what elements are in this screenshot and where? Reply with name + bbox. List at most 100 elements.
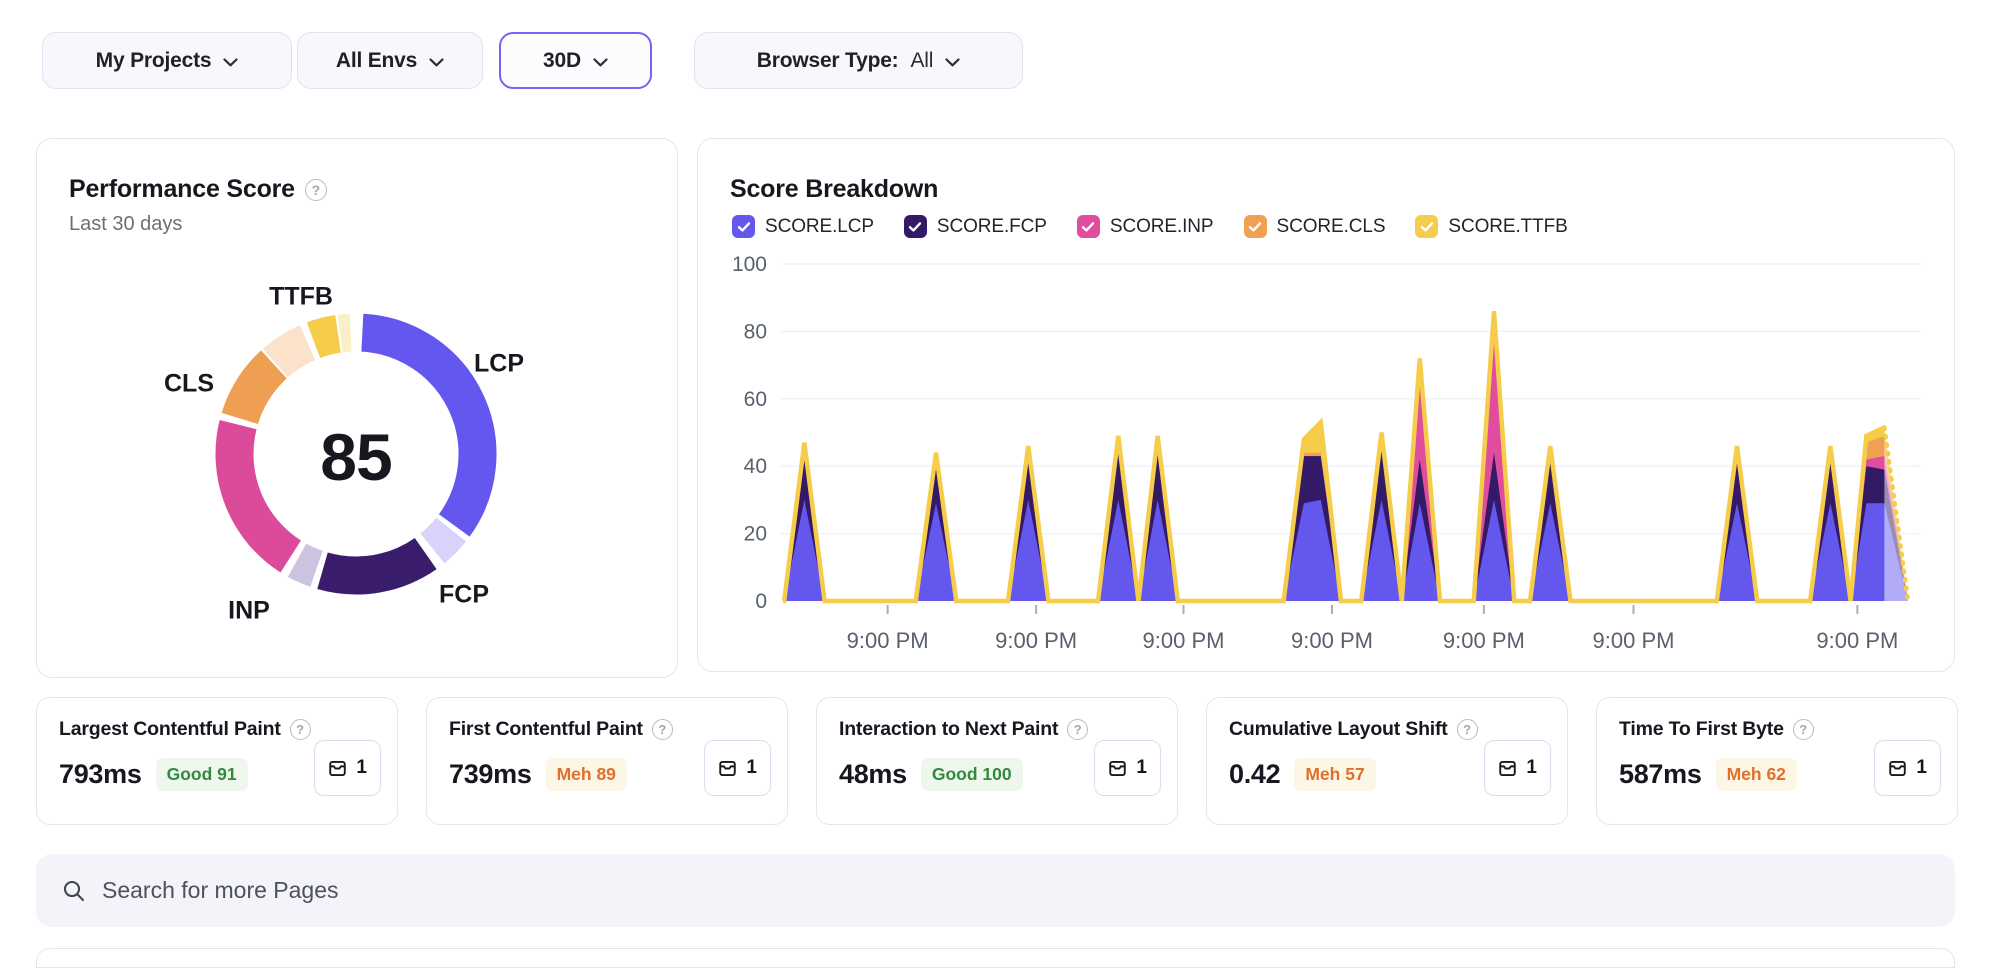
donut-segment-cls: [221, 350, 288, 425]
next-section-card-edge: [36, 948, 1955, 968]
help-icon[interactable]: ?: [304, 178, 327, 201]
search-input[interactable]: [102, 877, 1929, 904]
metric-pages-count: 1: [356, 757, 367, 778]
metric-card: Time To First Byte ? 587ms Meh 62 1: [1596, 697, 1958, 825]
metric-card: First Contentful Paint ? 739ms Meh 89 1: [426, 697, 788, 825]
metric-rating-badge: Meh 57: [1294, 758, 1376, 791]
metric-value: 48ms: [839, 759, 907, 789]
area-series-lcp: [783, 499, 1908, 601]
metric-pages-count-button[interactable]: 1: [1094, 740, 1161, 796]
pages-box-icon: [1109, 760, 1127, 776]
metric-value: 587ms: [1619, 759, 1702, 789]
total-score-line-dashed: [1882, 425, 1911, 604]
donut-segment-fcp-rest: [287, 543, 324, 587]
pages-box-icon: [1499, 760, 1517, 776]
performance-donut-chart: 85 TTFB LCP FCP INP CLS: [37, 139, 677, 677]
legend-item-fcp[interactable]: SCORE.FCP: [903, 215, 1047, 238]
performance-score-subtitle: Last 30 days: [69, 213, 183, 235]
metric-card: Largest Contentful Paint ? 793ms Good 91…: [36, 697, 398, 825]
metric-title: Interaction to Next Paint: [839, 718, 1059, 740]
browser-type-value: All: [910, 48, 934, 72]
legend-item-ttfb[interactable]: SCORE.TTFB: [1415, 215, 1568, 238]
help-icon[interactable]: ?: [1792, 719, 1814, 740]
metric-rating-badge: Meh 89: [545, 758, 627, 791]
environments-dropdown[interactable]: All Envs: [297, 32, 483, 89]
donut-segment-lcp-rest: [420, 517, 466, 564]
x-axis-tick-label: 9:00 PM: [1143, 628, 1225, 653]
metric-card: Cumulative Layout Shift ? 0.42 Meh 57 1: [1206, 697, 1568, 825]
browser-type-label: Browser Type:: [756, 48, 899, 72]
metric-pages-count: 1: [1136, 757, 1147, 778]
chevron-down-icon: [429, 57, 444, 66]
browser-type-dropdown[interactable]: Browser Type: All: [694, 32, 1023, 89]
metric-pages-count: 1: [1526, 757, 1537, 778]
legend-item-inp[interactable]: SCORE.INP: [1076, 215, 1214, 238]
score-breakdown-card: Score Breakdown SCORE.LCP SCORE.FCP SCORE.…: [697, 138, 1955, 672]
x-axis-tick-label: 9:00 PM: [1816, 628, 1898, 653]
metric-value: 739ms: [449, 759, 532, 789]
web-vitals-row: Largest Contentful Paint ? 793ms Good 91…: [36, 697, 1958, 825]
environments-dropdown-label: All Envs: [335, 48, 418, 72]
score-breakdown-chart: 0 20 40 60 80 100 9:00 PM 9:00 PM 9:00 PM 9:00 PM…: [732, 253, 1921, 653]
pages-box-icon: [329, 760, 347, 776]
x-axis-tick-label: 9:00 PM: [1593, 628, 1675, 653]
metric-title: First Contentful Paint: [449, 718, 643, 740]
projects-dropdown-label: My Projects: [95, 48, 212, 72]
donut-label-lcp: LCP: [474, 349, 524, 378]
chevron-down-icon: [223, 57, 238, 66]
performance-score-card: Performance Score ? Last 30 days 85 TTFB…: [36, 138, 678, 678]
donut-label-inp: INP: [228, 596, 270, 625]
metric-value: 793ms: [59, 759, 142, 789]
help-icon[interactable]: ?: [289, 719, 311, 740]
donut-segment-inp: [215, 420, 302, 573]
checkbox-checked-icon[interactable]: [1076, 215, 1100, 238]
performance-score-title: Performance Score: [69, 175, 295, 203]
y-axis-tick-label: 0: [755, 590, 767, 613]
y-axis-tick-label: 40: [744, 455, 767, 478]
donut-rings: [215, 313, 497, 595]
legend-label: SCORE.FCP: [936, 215, 1047, 237]
filters-toolbar: My Projects All Envs 30D Browser Type: A…: [42, 32, 1023, 89]
help-icon[interactable]: ?: [651, 719, 673, 740]
metric-rating-badge: Good 91: [155, 758, 248, 791]
chevron-down-icon: [945, 57, 960, 66]
pages-search-bar: [36, 854, 1955, 927]
y-axis-tick-label: 60: [744, 388, 767, 411]
legend-label: SCORE.LCP: [765, 215, 874, 237]
metric-title: Largest Contentful Paint: [59, 718, 281, 740]
legend-label: SCORE.CLS: [1276, 215, 1386, 237]
metric-pages-count-button[interactable]: 1: [1484, 740, 1551, 796]
metric-title: Time To First Byte: [1619, 718, 1784, 740]
checkbox-checked-icon[interactable]: [732, 215, 755, 238]
donut-label-ttfb: TTFB: [269, 282, 333, 311]
donut-segment-lcp: [360, 313, 497, 537]
y-axis-tick-label: 80: [744, 320, 767, 343]
donut-segment-ttfb: [306, 315, 342, 359]
legend-item-cls[interactable]: SCORE.CLS: [1243, 215, 1386, 238]
metric-card: Interaction to Next Paint ? 48ms Good 10…: [816, 697, 1178, 825]
checkbox-checked-icon[interactable]: [903, 215, 927, 238]
checkbox-checked-icon[interactable]: [1243, 215, 1267, 238]
donut-label-cls: CLS: [164, 369, 214, 398]
metric-pages-count-button[interactable]: 1: [704, 740, 771, 796]
metric-rating-badge: Good 100: [920, 758, 1023, 791]
projects-dropdown[interactable]: My Projects: [42, 32, 292, 89]
time-range-dropdown[interactable]: 30D: [499, 32, 652, 89]
help-icon[interactable]: ?: [1456, 719, 1478, 740]
help-icon[interactable]: ?: [1067, 719, 1089, 740]
metric-rating-badge: Meh 62: [1715, 758, 1797, 791]
donut-segment-cls-rest: [262, 325, 316, 378]
legend-label: SCORE.INP: [1109, 215, 1214, 237]
total-score-line: [781, 311, 1886, 604]
legend-item-lcp[interactable]: SCORE.LCP: [732, 215, 874, 238]
donut-segment-ttfb-rest: [337, 313, 352, 353]
pages-box-icon: [719, 760, 737, 776]
metric-pages-count-button[interactable]: 1: [314, 740, 381, 796]
score-breakdown-title: Score Breakdown: [730, 175, 939, 203]
metric-pages-count-button[interactable]: 1: [1874, 740, 1941, 796]
metric-pages-count: 1: [1916, 757, 1927, 778]
donut-label-fcp: FCP: [439, 580, 489, 609]
x-axis-tick-label: 9:00 PM: [1291, 628, 1373, 653]
checkbox-checked-icon[interactable]: [1415, 215, 1439, 238]
metric-pages-count: 1: [746, 757, 757, 778]
